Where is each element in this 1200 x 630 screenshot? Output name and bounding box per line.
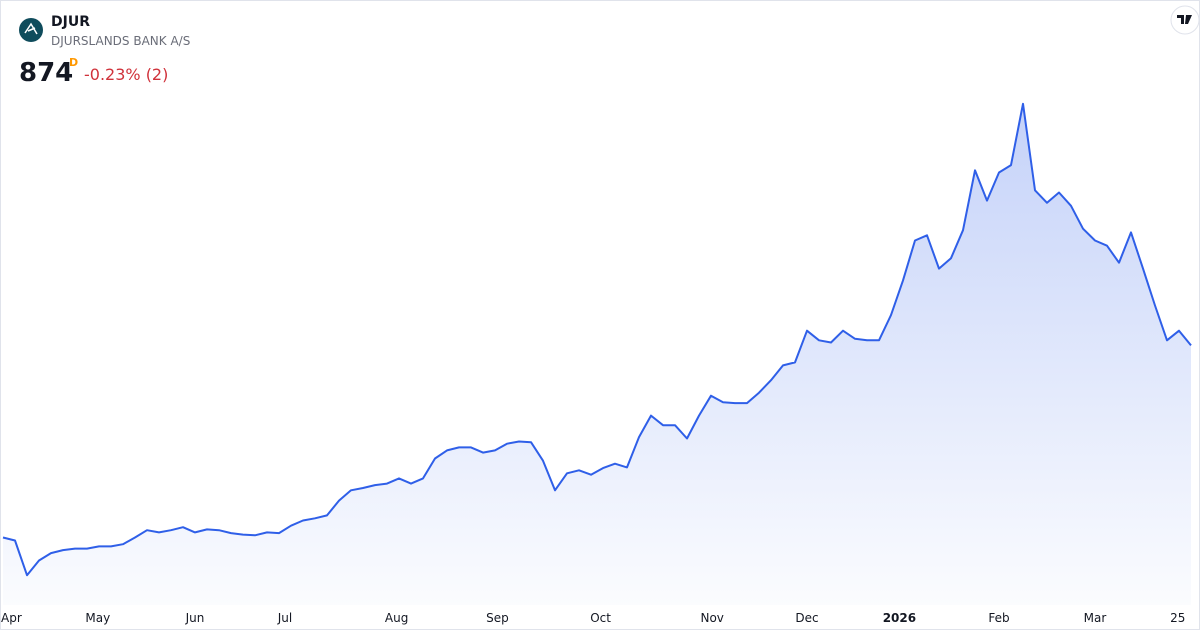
x-tick-label: Jul: [277, 611, 292, 625]
x-tick-label: 2026: [883, 611, 916, 625]
x-tick-label: Apr: [1, 611, 22, 625]
price: 874: [19, 58, 73, 88]
x-tick-label: Mar: [1084, 611, 1107, 625]
price-line: [2, 102, 1192, 577]
x-tick-label: Sep: [486, 611, 509, 625]
x-tick-label: Jun: [185, 611, 205, 625]
x-tick-label: Oct: [590, 611, 611, 625]
x-tick-label: May: [85, 611, 110, 625]
area-fill: [3, 103, 1191, 606]
company-name: DJURSLANDS BANK A/S: [51, 34, 190, 48]
x-tick-label: Feb: [988, 611, 1009, 625]
symbol: DJUR: [51, 14, 90, 30]
price-flag: D: [69, 56, 78, 69]
x-tick-label: Nov: [700, 611, 723, 625]
logo-mark: [24, 22, 38, 35]
change: -0.23% (2): [84, 65, 168, 84]
x-tick-label: Dec: [795, 611, 818, 625]
tv-logo[interactable]: [1170, 5, 1200, 35]
x-tick-label: 25: [1170, 611, 1185, 625]
x-tick-label: Aug: [385, 611, 408, 625]
